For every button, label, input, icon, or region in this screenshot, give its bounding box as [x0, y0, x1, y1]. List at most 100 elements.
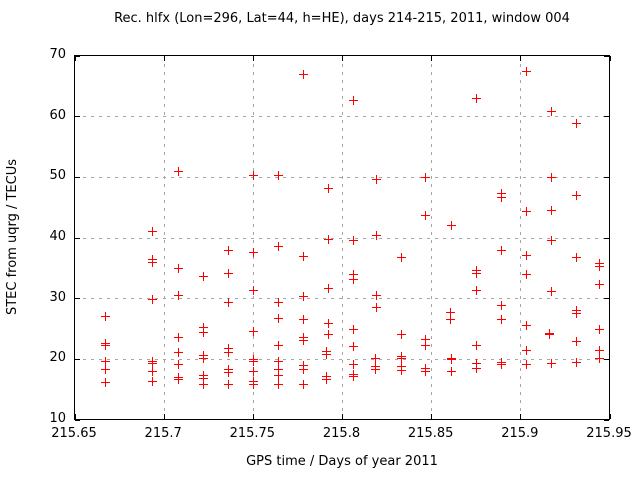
data-point-plus-marker — [595, 279, 605, 289]
y-tick-mark — [604, 298, 609, 300]
y-tick-mark — [604, 116, 609, 118]
x-tick-mark — [520, 414, 522, 419]
data-point-plus-marker — [595, 261, 605, 271]
data-point-plus-marker — [349, 235, 359, 245]
data-point-plus-marker — [445, 315, 455, 325]
x-tick-label: 215.9 — [501, 426, 539, 441]
data-point-plus-marker — [572, 190, 582, 200]
data-point-plus-marker — [349, 325, 359, 334]
data-point-plus-marker — [349, 270, 359, 280]
y-tick-mark — [75, 298, 80, 300]
x-tick-mark — [252, 414, 254, 419]
data-point-plus-marker — [299, 315, 309, 325]
y-tick-label: 70 — [49, 47, 66, 62]
data-point-plus-marker — [101, 340, 111, 350]
data-point-plus-marker — [522, 67, 532, 77]
data-point-plus-marker — [224, 379, 234, 389]
x-tick-label: 215.75 — [229, 426, 276, 441]
data-point-plus-marker — [274, 340, 284, 350]
data-point-plus-marker — [349, 359, 359, 369]
data-point-plus-marker — [370, 353, 380, 363]
data-point-plus-marker — [372, 230, 382, 240]
data-point-plus-marker — [572, 118, 582, 128]
data-point-plus-marker — [174, 332, 184, 342]
data-point-plus-marker — [224, 268, 234, 278]
data-point-plus-marker — [274, 170, 284, 180]
x-tick-mark — [163, 56, 165, 61]
data-point-plus-marker — [199, 379, 209, 389]
data-point-plus-marker — [274, 241, 284, 251]
y-tick-label: 50 — [49, 168, 66, 184]
data-point-plus-marker — [572, 252, 582, 262]
y-tick-mark — [75, 176, 80, 178]
data-point-plus-marker — [595, 345, 605, 355]
data-point-plus-marker — [101, 378, 111, 388]
data-point-plus-marker — [572, 357, 582, 367]
y-tick-label: 30 — [49, 289, 66, 305]
data-point-plus-marker — [324, 283, 334, 293]
data-point-plus-marker — [324, 184, 334, 194]
data-point-plus-marker — [324, 318, 334, 328]
data-point-plus-marker — [572, 336, 582, 346]
data-point-plus-marker — [224, 368, 234, 378]
y-tick-mark — [604, 419, 609, 421]
y-gridline — [75, 298, 609, 300]
data-point-plus-marker — [547, 235, 557, 245]
data-point-plus-marker — [545, 330, 555, 340]
data-point-plus-marker — [595, 353, 605, 363]
data-point-plus-marker — [447, 355, 457, 365]
x-tick-mark — [74, 56, 76, 61]
data-point-plus-marker — [174, 375, 184, 385]
data-point-plus-marker — [299, 252, 309, 262]
x-tick-mark — [163, 414, 165, 419]
data-point-plus-marker — [299, 380, 309, 390]
y-tick-mark — [75, 55, 80, 57]
data-point-plus-marker — [174, 348, 184, 358]
x-tick-mark — [74, 414, 76, 419]
x-tick-mark — [609, 56, 611, 61]
data-point-plus-marker — [547, 172, 557, 182]
data-point-plus-marker — [472, 94, 482, 104]
x-tick-mark — [252, 56, 254, 61]
y-tick-label: 40 — [49, 229, 66, 244]
data-point-plus-marker — [147, 377, 157, 387]
data-point-plus-marker — [174, 264, 184, 274]
data-point-plus-marker — [249, 326, 259, 336]
data-point-plus-marker — [472, 363, 482, 373]
data-point-plus-marker — [522, 250, 532, 260]
data-point-plus-marker — [299, 292, 309, 302]
data-point-plus-marker — [522, 346, 532, 356]
data-point-plus-marker — [174, 291, 184, 301]
data-point-plus-marker — [324, 329, 334, 339]
data-point-plus-marker — [249, 286, 259, 296]
y-tick-mark — [604, 55, 609, 57]
x-tick-mark — [609, 414, 611, 419]
data-point-plus-marker — [199, 272, 209, 282]
data-point-plus-marker — [299, 69, 309, 79]
y-gridline — [75, 358, 609, 360]
data-point-plus-marker — [322, 375, 332, 385]
y-tick-mark — [604, 176, 609, 178]
y-tick-mark — [604, 237, 609, 239]
data-point-plus-marker — [472, 269, 482, 279]
data-point-plus-marker — [199, 354, 209, 364]
data-point-plus-marker — [224, 297, 234, 307]
x-tick-mark — [520, 56, 522, 61]
data-point-plus-marker — [101, 365, 111, 375]
data-point-plus-marker — [497, 300, 507, 310]
data-point-plus-marker — [299, 365, 309, 375]
data-point-plus-marker — [472, 358, 482, 368]
data-point-plus-marker — [249, 170, 259, 180]
x-tick-label: 215.85 — [407, 426, 454, 441]
data-point-plus-marker — [420, 335, 430, 345]
data-point-plus-marker — [572, 309, 582, 319]
x-tick-label: 215.65 — [51, 426, 97, 441]
x-tick-label: 215.8 — [322, 426, 361, 441]
data-point-plus-marker — [147, 227, 157, 237]
data-point-plus-marker — [224, 246, 234, 256]
data-point-plus-marker — [147, 294, 157, 304]
y-tick-label: 10 — [49, 411, 66, 426]
data-point-plus-marker — [199, 323, 209, 333]
data-point-plus-marker — [274, 297, 284, 307]
plot-area — [74, 55, 611, 421]
